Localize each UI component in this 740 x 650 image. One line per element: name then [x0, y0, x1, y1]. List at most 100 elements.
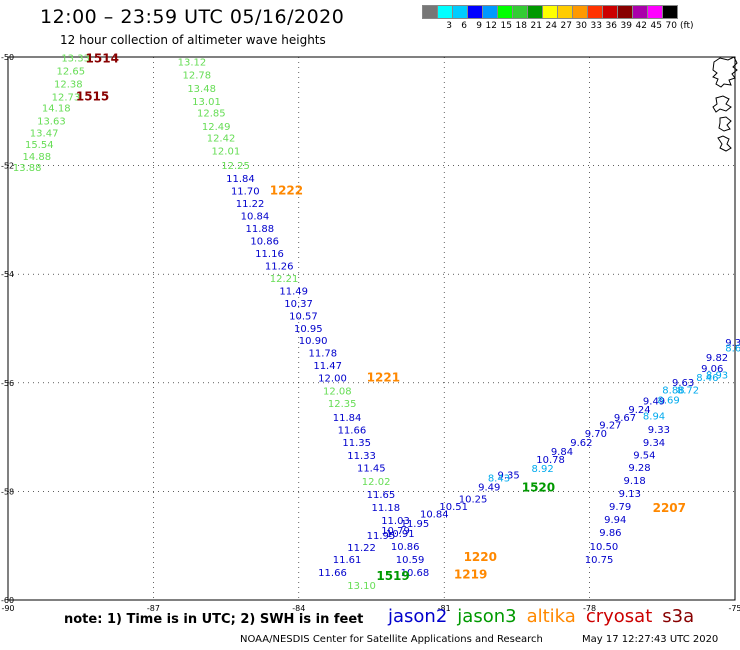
wave-height-value: 9.94 [604, 515, 626, 526]
wave-height-value: 9.34 [643, 438, 665, 449]
wave-height-value: 12.49 [202, 122, 231, 133]
wave-height-value: 11.78 [308, 349, 337, 360]
wave-height-value: 9.31 [725, 338, 740, 349]
lat-tick-label: -52 [1, 162, 14, 171]
wave-height-value: 11.22 [347, 543, 376, 554]
wave-height-value: 15.54 [25, 140, 54, 151]
wave-height-value: 9.28 [628, 463, 650, 474]
wave-height-value: 9.70 [585, 429, 607, 440]
wave-height-value: 8.88 [662, 386, 684, 397]
wave-height-value: 10.75 [585, 555, 614, 566]
wave-height-value: 8.43 [488, 474, 510, 485]
legend-label: 3 [446, 21, 452, 31]
legend-label: 42 [635, 21, 647, 31]
wave-height-value: 9.35 [498, 470, 520, 481]
wave-height-value: 11.47 [313, 361, 342, 372]
wave-height-value: 10.86 [250, 236, 279, 247]
wave-height-value: 12.08 [323, 387, 352, 398]
wave-height-value: 13.33 [61, 53, 90, 64]
pass-id-label: 1519 [376, 569, 409, 583]
legend-label: 18 [515, 21, 527, 31]
wave-height-value: 9.62 [570, 438, 592, 449]
wave-height-value: 9.84 [551, 447, 573, 458]
lon-tick-label: -78 [583, 604, 596, 613]
wave-height-value: 8.93 [706, 370, 728, 381]
wave-height-value: 10.57 [289, 311, 318, 322]
satellite-legend-cryosat: cryosat [585, 606, 653, 627]
wave-height-value: 14.88 [23, 152, 52, 163]
wave-height-value: 12.73 [52, 92, 81, 103]
wave-height-value: 12.38 [54, 79, 83, 90]
wave-height-value: 10.25 [459, 494, 488, 505]
legend-label: 21 [530, 21, 542, 31]
wave-height-value: 11.22 [236, 199, 265, 210]
lat-tick-label: -60 [1, 596, 14, 605]
wave-height-value: 10.51 [439, 502, 468, 513]
wave-height-value: 10.95 [294, 324, 323, 335]
wave-height-value: 13.01 [192, 97, 221, 108]
legend-label: 39 [620, 21, 632, 31]
wave-height-value: 9.79 [609, 502, 631, 513]
wave-height-value: 12.85 [197, 109, 226, 120]
wave-height-value: 10.37 [284, 299, 313, 310]
lat-tick-label: -58 [1, 487, 14, 496]
wave-height-value: 9.13 [619, 489, 641, 500]
lon-tick-label: -87 [147, 604, 160, 613]
lat-tick-label: -50 [1, 53, 14, 62]
wave-height-value: 11.84 [226, 174, 255, 185]
map-grid: -90 -87 -84 -81 -78 -75 -50 -52 -54 -56 -58 -60 [1, 53, 740, 613]
wave-height-value: 11.95 [401, 519, 430, 530]
legend-label: 24 [545, 21, 557, 31]
wave-height-value: 12.21 [270, 274, 299, 285]
wave-height-value: 11.35 [342, 438, 371, 449]
pass-id-label: 1514 [86, 51, 119, 65]
wave-height-value: 10.90 [299, 336, 328, 347]
wave-height-value: 9.67 [614, 413, 636, 424]
wave-height-value: 12.01 [212, 147, 241, 158]
pass-labels: 1514 1515 1222 1221 1520 2207 1220 1219 1519 [76, 51, 686, 582]
wave-height-value: 9.06 [701, 364, 723, 375]
wave-height-value: 9.49 [478, 482, 500, 493]
wave-height-value: 13.12 [178, 58, 207, 69]
satellite-legend-s3a: s3a [662, 606, 695, 627]
wave-height-value: 10.84 [241, 211, 270, 222]
wave-height-value: 9.86 [599, 528, 621, 539]
wave-height-value: 9.27 [599, 420, 621, 431]
wave-height-value: 10.68 [401, 568, 430, 579]
wave-height-value: 10.78 [536, 455, 565, 466]
wave-height-value: 12.25 [221, 161, 250, 172]
wave-height-value: 11.18 [372, 503, 401, 514]
legend-label: 45 [650, 21, 662, 31]
wave-height-value: 11.61 [333, 555, 362, 566]
land-outline [712, 56, 738, 152]
legend-label: 12 [485, 21, 497, 31]
wave-height-value: 12.65 [56, 66, 85, 77]
wave-height-value: 12.02 [362, 477, 391, 488]
note-text: note: 1) Time is in UTC; 2) SWH is in fe… [64, 612, 364, 627]
wave-height-value: 11.70 [231, 186, 260, 197]
wave-height-value: 10.79 [381, 526, 410, 537]
pass-id-label: 1222 [270, 183, 303, 197]
wave-height-value: 9.54 [633, 450, 655, 461]
wave-height-value: 10.84 [420, 509, 449, 520]
wave-height-value: 10.91 [386, 529, 415, 540]
wave-height-value: 13.88 [13, 163, 42, 174]
lon-tick-label: -84 [292, 604, 305, 613]
wave-height-value: 13.48 [187, 84, 216, 95]
wave-height-value: 8.94 [643, 412, 665, 423]
wave-height-value: 11.16 [255, 249, 284, 260]
wave-height-value: 13.47 [30, 128, 59, 139]
wave-height-value: 10.59 [396, 555, 425, 566]
legend-swatches [422, 5, 694, 19]
wave-height-value: 8.72 [677, 386, 699, 397]
wave-height-value: 9.49 [643, 397, 665, 408]
pass-id-label: 2207 [653, 501, 686, 515]
wave-height-value: 8.46 [696, 373, 718, 384]
wave-height-value: 9.24 [628, 405, 650, 416]
wave-height-value: 11.03 [381, 516, 410, 527]
wave-height-value: 11.66 [318, 568, 347, 579]
wave-height-value: 12.42 [207, 134, 236, 145]
satellite-legend-altika: altika [526, 606, 576, 627]
credit-text: NOAA/NESDIS Center for Satellite Applica… [240, 634, 543, 645]
